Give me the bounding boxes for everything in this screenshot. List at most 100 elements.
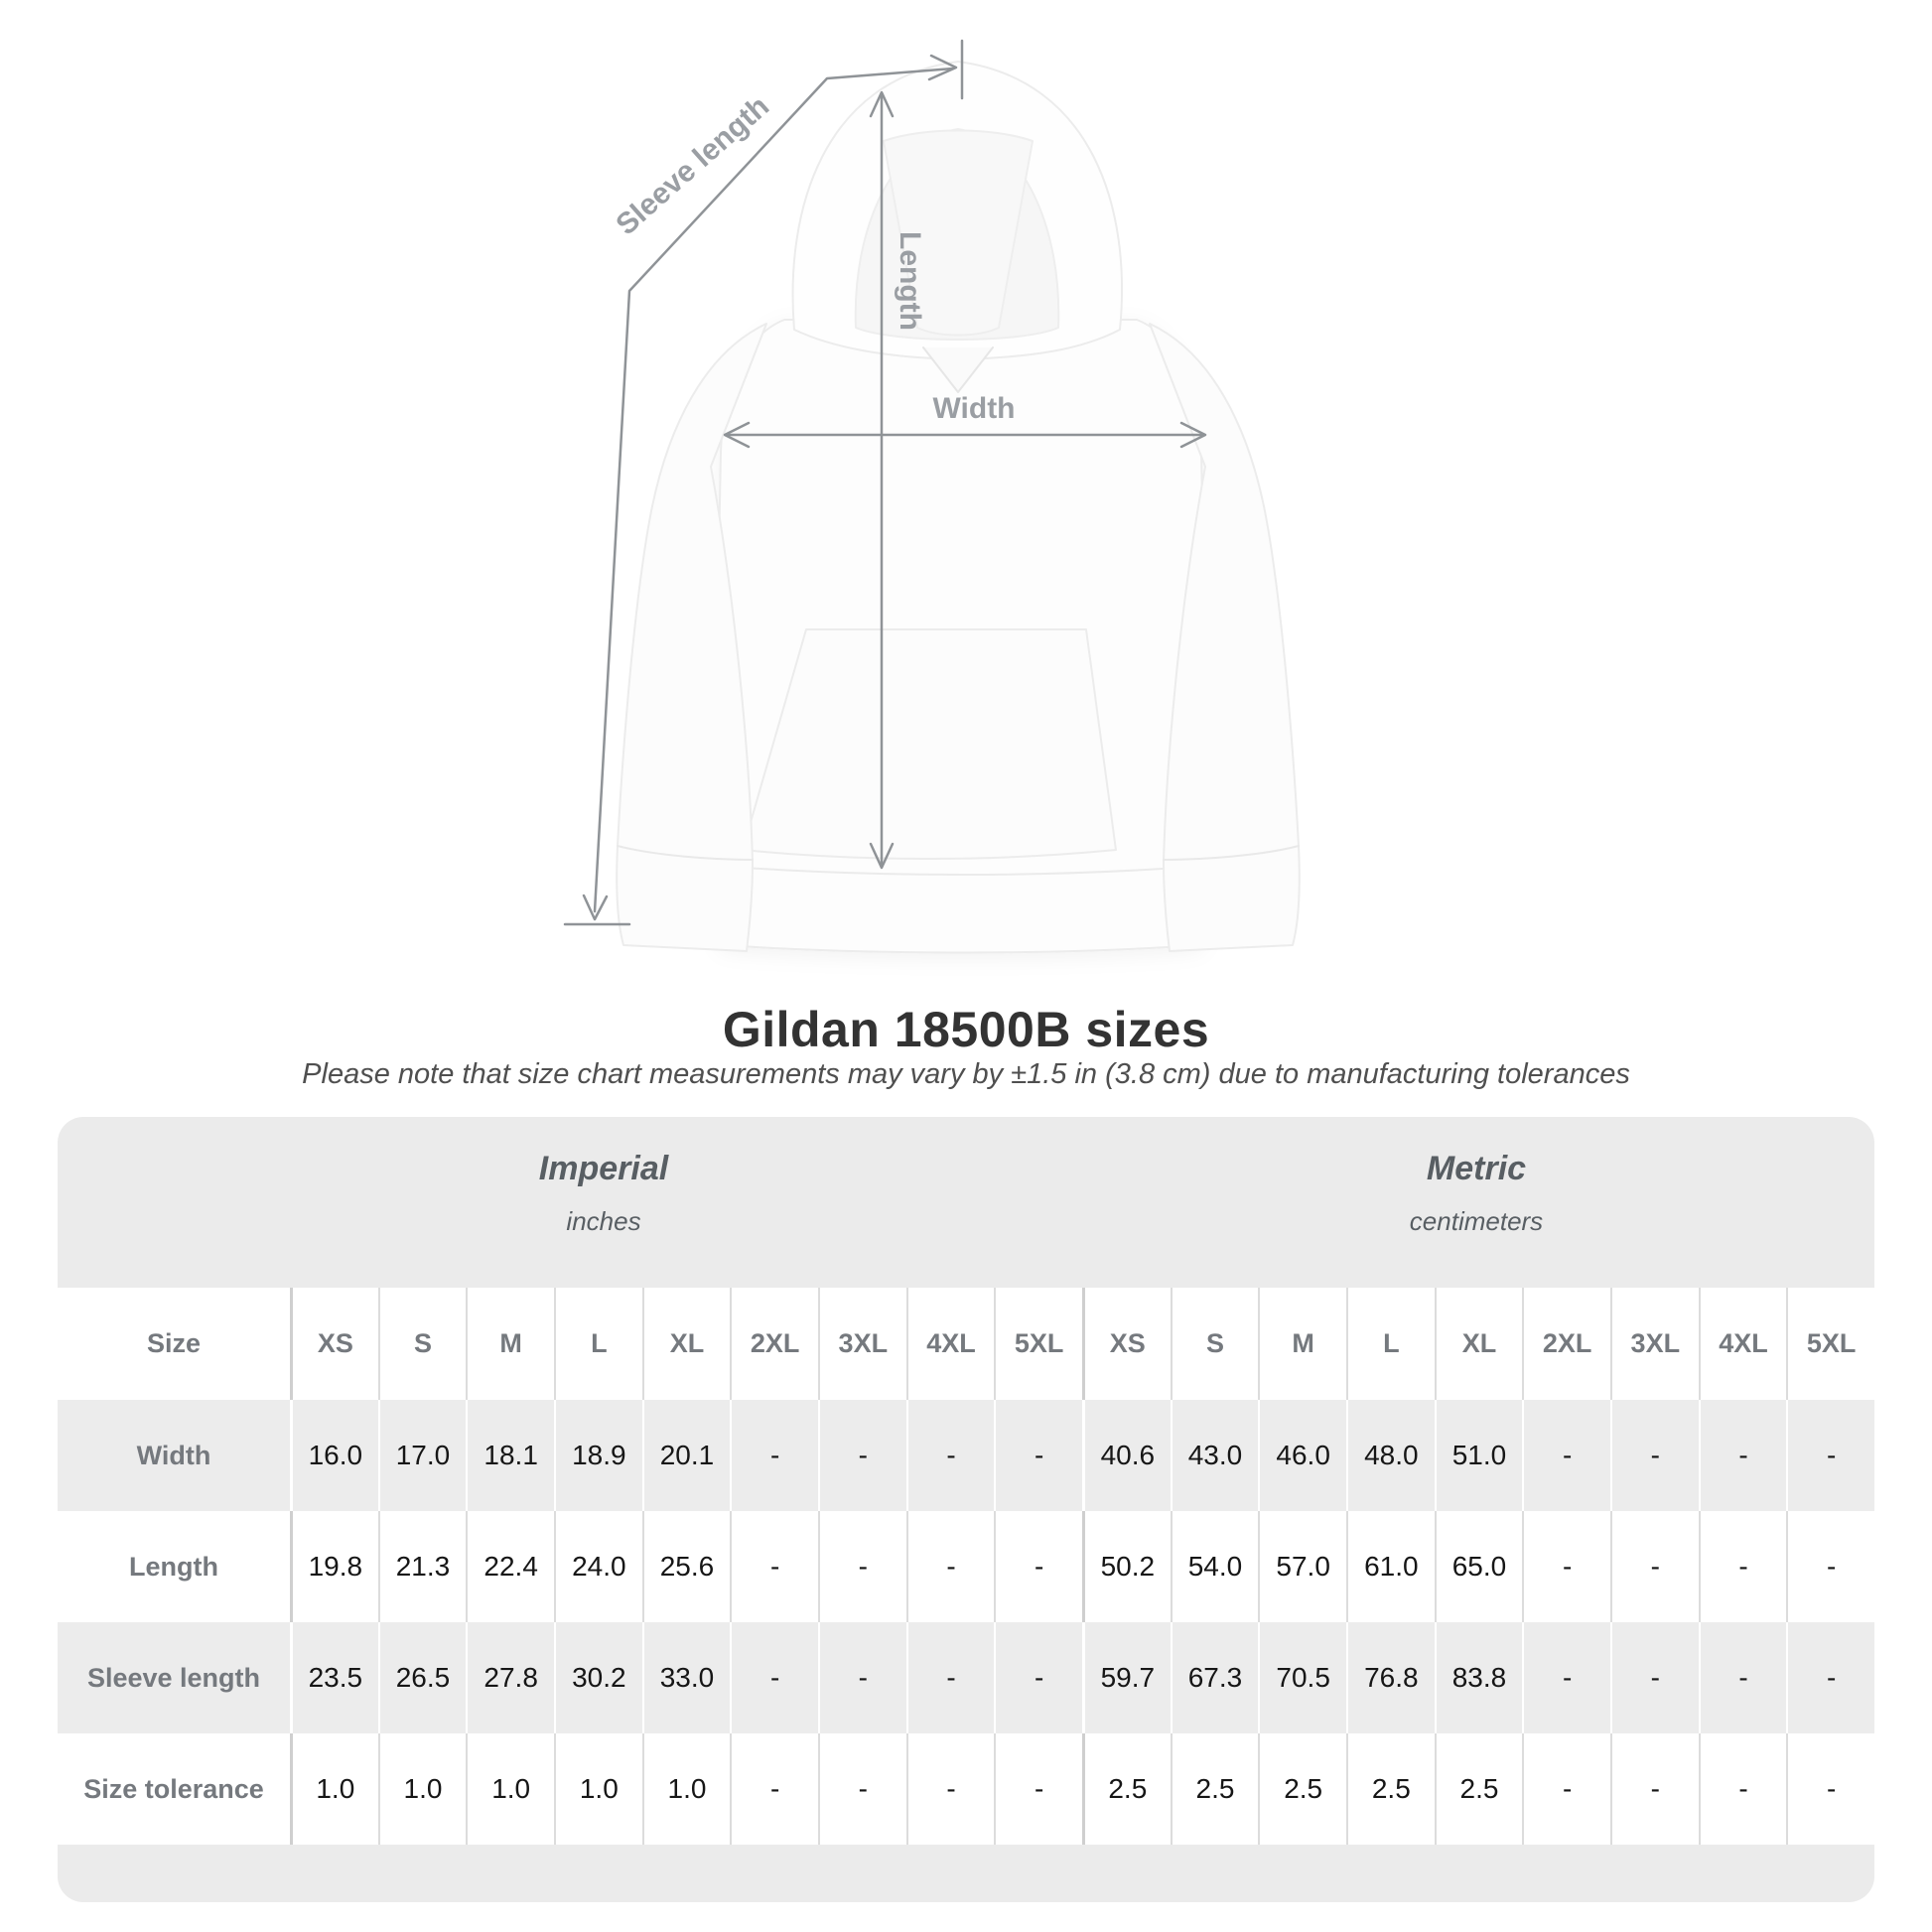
value-cell-metric: - bbox=[1522, 1400, 1610, 1511]
imperial-group-title: Imperial bbox=[538, 1150, 669, 1187]
value-cell-metric: 50.2 bbox=[1081, 1511, 1171, 1622]
value-cell-imperial: 1.0 bbox=[290, 1733, 378, 1845]
value-cell-metric: 2.5 bbox=[1081, 1733, 1171, 1845]
value-cell-imperial: 16.0 bbox=[290, 1400, 378, 1511]
sleeve-length-line bbox=[593, 67, 955, 913]
size-header-metric-s: S bbox=[1170, 1288, 1259, 1400]
value-cell-imperial: 21.3 bbox=[377, 1511, 467, 1622]
value-cell-metric: - bbox=[1698, 1622, 1787, 1733]
value-cell-metric: - bbox=[1609, 1511, 1699, 1622]
value-cell-imperial: - bbox=[730, 1733, 818, 1845]
value-cell-imperial: - bbox=[730, 1400, 818, 1511]
value-cell-imperial: - bbox=[817, 1622, 906, 1733]
table-footer-band bbox=[58, 1845, 1874, 1902]
value-cell-imperial: 24.0 bbox=[553, 1511, 642, 1622]
row-label: Length bbox=[58, 1511, 290, 1622]
value-cell-metric: - bbox=[1698, 1511, 1787, 1622]
value-cell-imperial: 25.6 bbox=[641, 1511, 731, 1622]
size-header-imperial-xs: XS bbox=[290, 1288, 378, 1400]
unit-header-band: Imperial inches Metric centimeters bbox=[58, 1117, 1874, 1288]
size-header-metric-2xl: 2XL bbox=[1522, 1288, 1610, 1400]
size-header-imperial-l: L bbox=[553, 1288, 642, 1400]
value-cell-metric: 43.0 bbox=[1170, 1400, 1259, 1511]
value-cell-metric: - bbox=[1786, 1733, 1874, 1845]
hoodie-hood-inner-panel bbox=[883, 129, 1034, 337]
value-cell-imperial: 18.9 bbox=[553, 1400, 642, 1511]
value-cell-metric: - bbox=[1786, 1622, 1874, 1733]
sleeve-length-arrow-right-icon bbox=[927, 54, 958, 81]
width-label: Width bbox=[932, 392, 1015, 425]
value-cell-imperial: 18.1 bbox=[466, 1400, 554, 1511]
metric-group-title: Metric bbox=[1426, 1150, 1527, 1187]
value-cell-metric: - bbox=[1609, 1400, 1699, 1511]
value-cell-imperial: 1.0 bbox=[641, 1733, 731, 1845]
value-cell-imperial: 1.0 bbox=[377, 1733, 467, 1845]
value-cell-metric: 2.5 bbox=[1170, 1733, 1259, 1845]
imperial-group-unit: inches bbox=[566, 1206, 641, 1236]
size-header-imperial-m: M bbox=[466, 1288, 554, 1400]
value-cell-imperial: 19.8 bbox=[290, 1511, 378, 1622]
size-header-imperial-xl: XL bbox=[641, 1288, 731, 1400]
value-cell-imperial: - bbox=[905, 1511, 995, 1622]
size-column-header: Size bbox=[58, 1288, 290, 1400]
hoodie-right-sleeve bbox=[1149, 323, 1301, 952]
value-cell-imperial: 30.2 bbox=[553, 1622, 642, 1733]
value-cell-imperial: - bbox=[994, 1622, 1082, 1733]
value-cell-metric: - bbox=[1522, 1511, 1610, 1622]
size-header-imperial-2xl: 2XL bbox=[730, 1288, 818, 1400]
value-cell-metric: 65.0 bbox=[1434, 1511, 1523, 1622]
row-label: Sleeve length bbox=[58, 1622, 290, 1733]
value-cell-metric: 67.3 bbox=[1170, 1622, 1259, 1733]
value-cell-imperial: 23.5 bbox=[290, 1622, 378, 1733]
value-cell-imperial: - bbox=[730, 1622, 818, 1733]
hoodie-left-cuff-seam bbox=[617, 845, 754, 861]
value-cell-imperial: 22.4 bbox=[466, 1511, 554, 1622]
value-cell-metric: - bbox=[1522, 1622, 1610, 1733]
size-table: Size XS S M L XL 2XL 3XL 4XL 5XL XS S M L XL 2XL 3XL 4XL 5… bbox=[58, 1288, 1874, 1845]
value-cell-imperial: 27.8 bbox=[466, 1622, 554, 1733]
size-header-imperial-3xl: 3XL bbox=[817, 1288, 906, 1400]
value-cell-imperial: - bbox=[905, 1733, 995, 1845]
row-label: Size tolerance bbox=[58, 1733, 290, 1845]
value-cell-metric: - bbox=[1786, 1400, 1874, 1511]
value-cell-metric: 48.0 bbox=[1345, 1400, 1435, 1511]
size-header-metric-xs: XS bbox=[1081, 1288, 1171, 1400]
value-cell-imperial: - bbox=[994, 1400, 1082, 1511]
sleeve-length-arrow-down-icon bbox=[582, 894, 609, 921]
size-header-metric-3xl: 3XL bbox=[1609, 1288, 1699, 1400]
value-cell-imperial: - bbox=[817, 1511, 906, 1622]
size-header-metric-l: L bbox=[1345, 1288, 1435, 1400]
hoodie-left-sleeve bbox=[616, 323, 767, 952]
value-cell-metric: - bbox=[1698, 1400, 1787, 1511]
value-cell-imperial: 26.5 bbox=[377, 1622, 467, 1733]
value-cell-imperial: - bbox=[994, 1733, 1082, 1845]
value-cell-imperial: - bbox=[905, 1400, 995, 1511]
value-cell-metric: 40.6 bbox=[1081, 1400, 1171, 1511]
value-cell-imperial: 20.1 bbox=[641, 1400, 731, 1511]
size-header-imperial-5xl: 5XL bbox=[994, 1288, 1082, 1400]
length-label: Length bbox=[894, 231, 926, 331]
size-header-metric-5xl: 5XL bbox=[1786, 1288, 1874, 1400]
value-cell-metric: 2.5 bbox=[1345, 1733, 1435, 1845]
hoodie-right-cuff-seam bbox=[1163, 845, 1300, 861]
hoodie-pocket bbox=[742, 628, 1117, 860]
value-cell-imperial: - bbox=[730, 1511, 818, 1622]
value-cell-imperial: 1.0 bbox=[553, 1733, 642, 1845]
hoodie-illustration bbox=[616, 61, 1301, 954]
size-header-imperial-s: S bbox=[377, 1288, 467, 1400]
value-cell-metric: 76.8 bbox=[1345, 1622, 1435, 1733]
value-cell-metric: 83.8 bbox=[1434, 1622, 1523, 1733]
value-cell-metric: - bbox=[1522, 1733, 1610, 1845]
value-cell-metric: 70.5 bbox=[1258, 1622, 1346, 1733]
length-arrow-down-icon bbox=[869, 842, 895, 870]
hoodie-hem-seam bbox=[716, 865, 1206, 876]
value-cell-metric: 61.0 bbox=[1345, 1511, 1435, 1622]
value-cell-imperial: - bbox=[817, 1733, 906, 1845]
value-cell-metric: 46.0 bbox=[1258, 1400, 1346, 1511]
size-header-imperial-4xl: 4XL bbox=[905, 1288, 995, 1400]
value-cell-imperial: 1.0 bbox=[466, 1733, 554, 1845]
value-cell-metric: - bbox=[1609, 1622, 1699, 1733]
metric-group-unit: centimeters bbox=[1409, 1206, 1544, 1236]
